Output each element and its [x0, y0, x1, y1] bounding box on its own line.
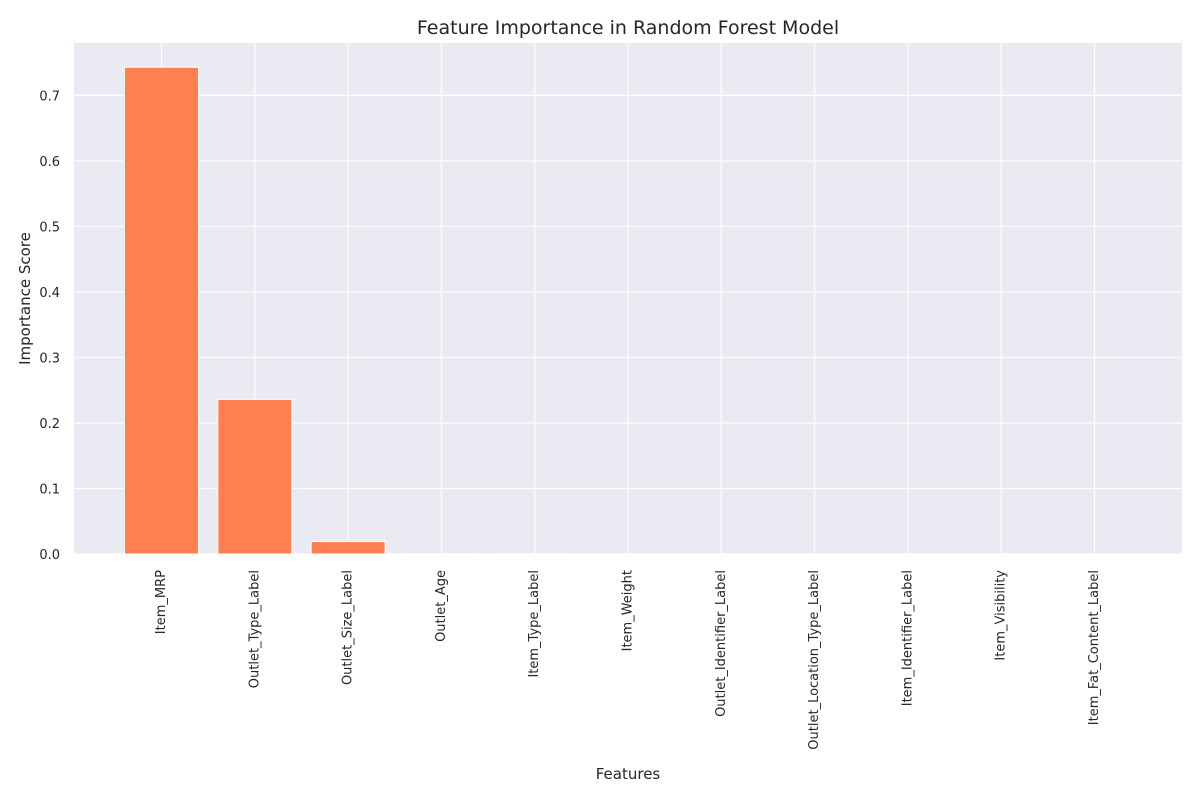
x-tick-label: Outlet_Identifier_Label [714, 570, 729, 717]
chart-title: Feature Importance in Random Forest Mode… [417, 17, 839, 39]
x-tick-label: Item_MRP [154, 570, 169, 634]
x-tick-label: Item_Weight [621, 570, 636, 651]
y-tick-label: 0.5 [39, 220, 60, 235]
x-tick-label: Outlet_Age [434, 570, 449, 642]
x-tick-label: Item_Visibility [994, 570, 1009, 661]
x-tick-labels: Item_MRP Outlet_Type_Label Outlet_Size_Lab… [154, 570, 1102, 750]
x-tick-label: Outlet_Type_Label [247, 570, 262, 688]
y-tick-label: 0.1 [39, 482, 60, 497]
bars [124, 66, 1132, 555]
bar-outlet-type-label [217, 398, 293, 555]
y-tick-label: 0.4 [39, 286, 60, 301]
x-axis-label: Features [596, 765, 661, 783]
y-tick-label: 0.3 [39, 351, 60, 366]
x-tick-label: Item_Type_Label [527, 570, 542, 678]
y-tick-label: 0.7 [39, 89, 60, 104]
bar-item-mrp [124, 66, 199, 555]
y-tick-labels: 0.0 0.1 0.2 0.3 0.4 0.5 0.6 0.7 [39, 89, 60, 563]
y-tick-label: 0.2 [39, 417, 60, 432]
y-tick-label: 0.0 [39, 548, 60, 563]
x-tick-label: Item_Identifier_Label [900, 570, 915, 706]
y-tick-label: 0.6 [39, 155, 60, 170]
y-axis-label: Importance Score [16, 232, 34, 365]
x-tick-label: Outlet_Location_Type_Label [807, 570, 822, 750]
x-tick-label: Item_Fat_Content_Label [1087, 570, 1102, 725]
bar-outlet-size-label [310, 541, 386, 555]
x-tick-label: Outlet_Size_Label [341, 570, 356, 685]
